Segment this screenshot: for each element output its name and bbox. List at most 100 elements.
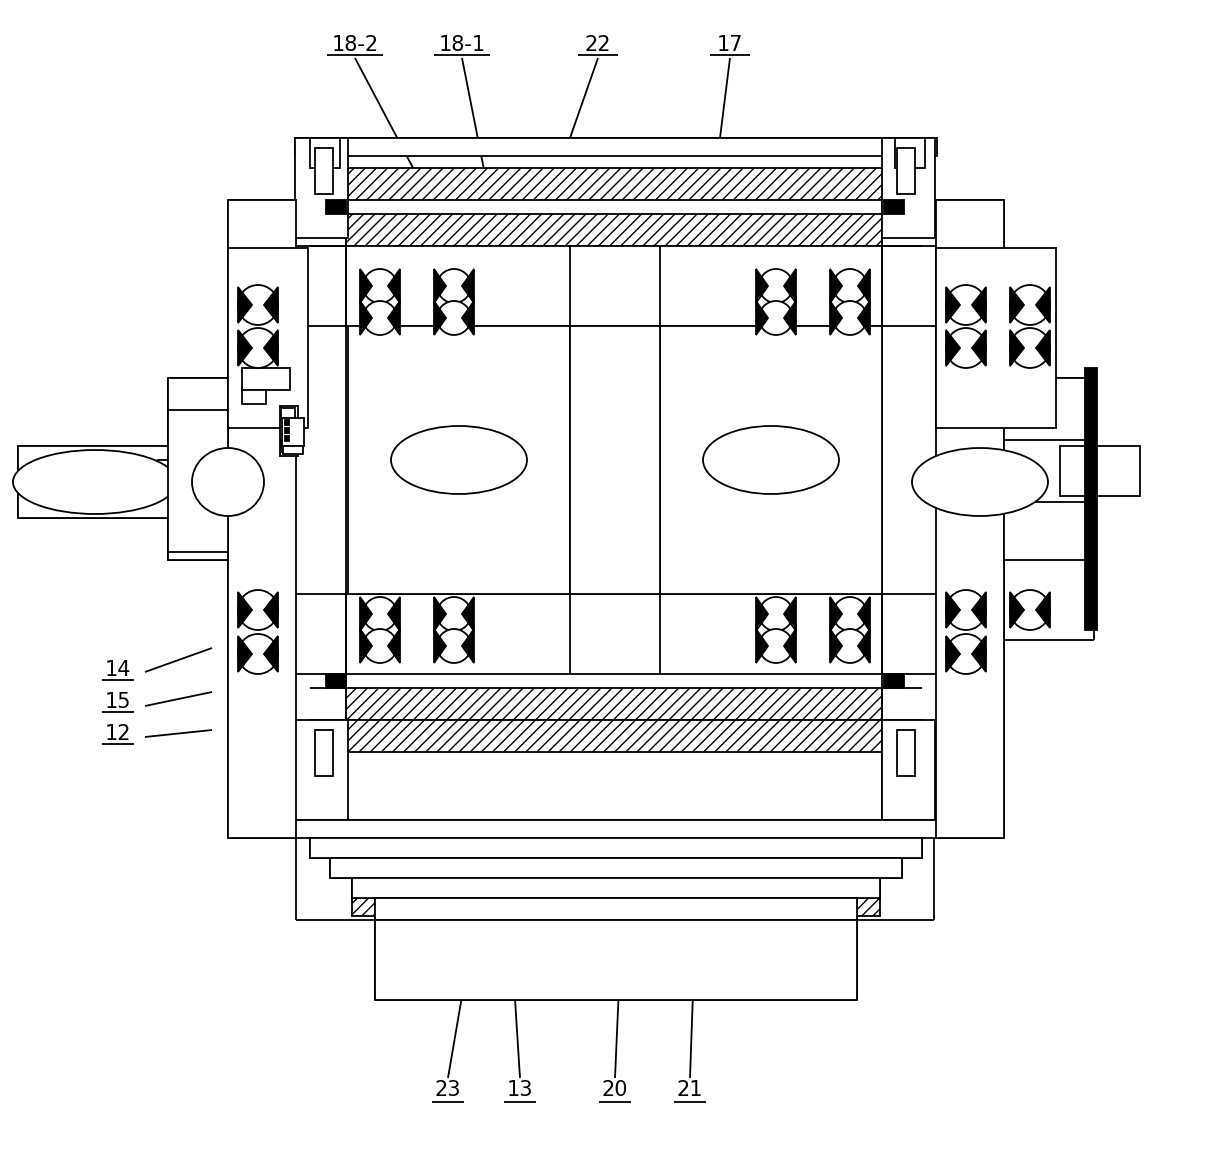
Text: 14: 14 [105,660,132,680]
Bar [168,410,228,552]
Bar [285,428,290,433]
Polygon shape [1036,330,1050,366]
Bar [885,674,904,688]
Polygon shape [830,597,841,631]
Bar [346,688,882,721]
Polygon shape [784,269,796,303]
Polygon shape [360,269,372,303]
Polygon shape [388,597,400,631]
Polygon shape [360,597,372,631]
Bar [897,148,915,195]
Bar [1085,368,1096,630]
Circle shape [238,590,278,630]
Polygon shape [264,330,278,366]
Text: 惰性气体通入口: 惰性气体通入口 [70,459,134,474]
Text: 18-1: 18-1 [439,35,485,55]
Text: 12: 12 [105,724,132,744]
Polygon shape [434,269,446,303]
Polygon shape [264,637,278,672]
Bar [352,878,880,898]
Circle shape [759,628,793,663]
Circle shape [946,634,986,674]
Bar [294,138,938,157]
Polygon shape [972,637,986,672]
Circle shape [363,269,397,303]
Polygon shape [972,330,986,366]
Polygon shape [388,269,400,303]
Polygon shape [388,628,400,663]
Polygon shape [1010,287,1024,323]
Circle shape [363,302,397,335]
Polygon shape [784,628,796,663]
Text: 20: 20 [601,1080,628,1100]
Bar [375,898,857,920]
Circle shape [946,285,986,325]
Polygon shape [857,597,870,631]
Bar [281,440,294,452]
Polygon shape [830,302,841,335]
Ellipse shape [703,426,839,494]
Polygon shape [830,269,841,303]
Polygon shape [784,302,796,335]
Polygon shape [462,597,474,631]
Polygon shape [434,628,446,663]
Text: 16: 16 [234,346,261,366]
Bar [326,674,346,688]
Circle shape [238,285,278,325]
Bar [285,436,290,441]
Text: 23: 23 [435,1080,461,1100]
Circle shape [363,628,397,663]
Polygon shape [857,269,870,303]
Circle shape [437,628,471,663]
Polygon shape [756,302,768,335]
Circle shape [946,328,986,368]
Polygon shape [857,302,870,335]
Polygon shape [946,592,960,628]
Bar [310,138,340,168]
Circle shape [759,597,793,631]
Bar [282,418,304,445]
Bar [1004,440,1094,502]
Polygon shape [238,637,253,672]
Polygon shape [946,330,960,366]
Polygon shape [462,628,474,663]
Bar [285,420,290,425]
Bar [897,730,915,776]
Polygon shape [756,269,768,303]
Bar [882,138,935,238]
Text: 17: 17 [717,35,743,55]
Ellipse shape [912,448,1048,516]
Circle shape [833,302,867,335]
Bar [346,246,882,326]
Polygon shape [756,628,768,663]
Polygon shape [388,302,400,335]
Polygon shape [238,287,253,323]
Bar [310,838,922,857]
Polygon shape [756,597,768,631]
Polygon shape [1010,330,1024,366]
Polygon shape [946,287,960,323]
Bar [936,247,1056,428]
Circle shape [833,269,867,303]
Polygon shape [784,597,796,631]
Polygon shape [857,628,870,663]
Text: 22: 22 [585,35,611,55]
Bar [315,148,333,195]
Polygon shape [972,592,986,628]
Bar [346,214,882,246]
Bar [18,445,228,518]
Polygon shape [434,597,446,631]
Bar [241,390,266,404]
Bar [315,730,333,776]
Bar [283,445,303,453]
Bar [330,857,902,878]
Bar [294,138,347,238]
Bar [294,721,347,820]
Polygon shape [238,592,253,628]
Bar [228,200,296,838]
Polygon shape [830,628,841,663]
Circle shape [363,597,397,631]
Circle shape [238,328,278,368]
Bar [310,721,922,752]
Polygon shape [1036,592,1050,628]
